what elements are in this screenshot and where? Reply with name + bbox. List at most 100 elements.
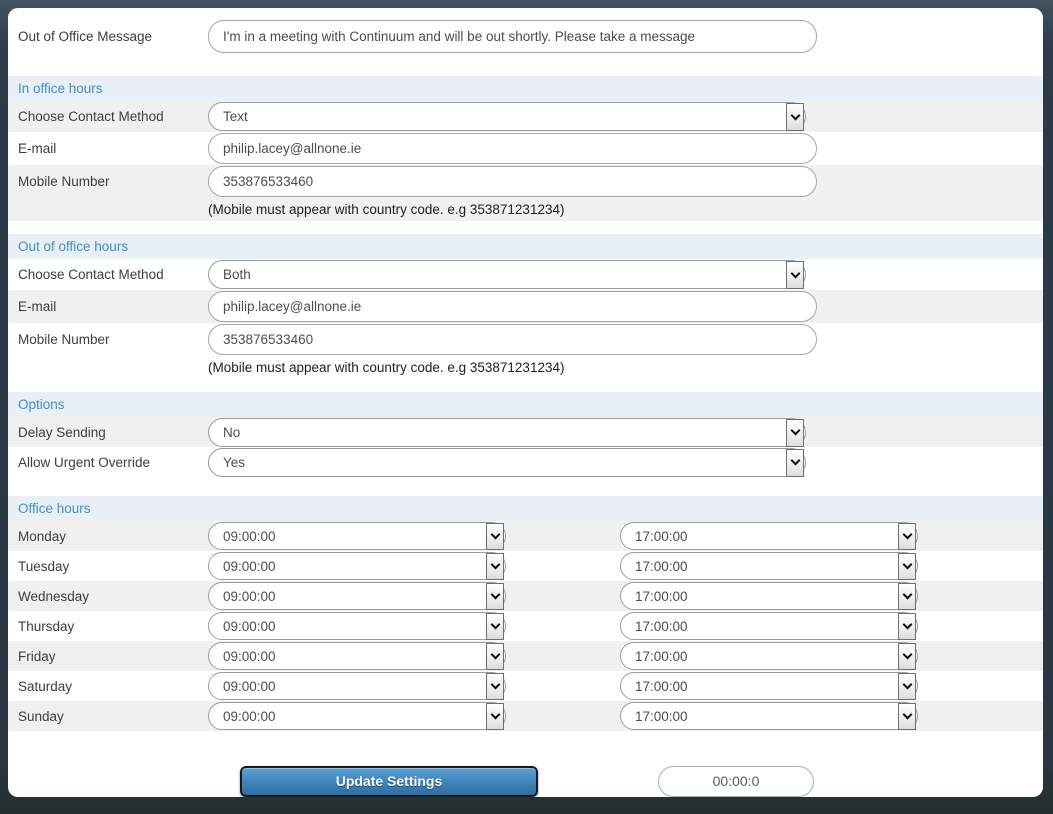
allow-urgent-override-row: Allow Urgent Override Yes xyxy=(8,447,1043,477)
select-value: 17:00:00 xyxy=(635,678,688,694)
section-header-out-of-office-hours: Out of office hours xyxy=(8,234,1043,259)
friday-start-select[interactable]: 09:00:00 xyxy=(208,642,506,670)
in-office-email-input[interactable]: philip.lacey@allnone.ie xyxy=(208,133,817,164)
tuesday-start-select[interactable]: 09:00:00 xyxy=(208,552,506,580)
chevron-down-icon[interactable] xyxy=(786,261,804,289)
chevron-down-icon[interactable] xyxy=(486,523,504,550)
section-title: Options xyxy=(18,397,65,412)
out-office-mobile-input[interactable]: 353876533460 xyxy=(208,324,817,355)
timer-field[interactable]: 00:00:0 xyxy=(658,765,814,797)
monday-start-select[interactable]: 09:00:00 xyxy=(208,522,506,550)
mobile-label: Mobile Number xyxy=(18,332,110,347)
select-value: 17:00:00 xyxy=(635,618,688,634)
settings-panel: Out of Office Message I'm in a meeting w… xyxy=(8,8,1043,797)
out-office-mobile-group: Mobile Number 353876533460 (Mobile must … xyxy=(8,323,1043,379)
sunday-start-select[interactable]: 09:00:00 xyxy=(208,702,506,730)
select-value: 17:00:00 xyxy=(635,648,688,664)
mobile-country-code-note: (Mobile must appear with country code. e… xyxy=(208,202,565,217)
wednesday-end-select[interactable]: 17:00:00 xyxy=(620,582,918,610)
out-of-office-message-label: Out of Office Message xyxy=(18,28,153,44)
day-label: Monday xyxy=(18,528,67,544)
out-office-email-row: E-mail philip.lacey@allnone.ie xyxy=(8,290,1043,323)
chevron-down-icon[interactable] xyxy=(486,553,504,580)
in-office-mobile-note-row: (Mobile must appear with country code. e… xyxy=(8,198,1043,221)
chevron-down-icon[interactable] xyxy=(898,583,916,610)
allow-urgent-override-select[interactable]: Yes xyxy=(208,447,806,477)
chevron-down-icon[interactable] xyxy=(898,613,916,640)
chevron-down-icon[interactable] xyxy=(898,673,916,700)
chevron-down-icon[interactable] xyxy=(786,418,804,447)
chevron-down-icon[interactable] xyxy=(898,553,916,580)
email-label: E-mail xyxy=(18,299,57,314)
mobile-label: Mobile Number xyxy=(18,174,110,189)
office-hours-sunday-row: Sunday 09:00:00 17:00:00 xyxy=(8,701,1043,731)
select-value: 17:00:00 xyxy=(635,528,688,544)
chevron-down-icon[interactable] xyxy=(486,583,504,610)
sunday-end-select[interactable]: 17:00:00 xyxy=(620,702,918,730)
saturday-end-select[interactable]: 17:00:00 xyxy=(620,672,918,700)
chevron-down-icon[interactable] xyxy=(786,103,804,131)
section-header-options: Options xyxy=(8,392,1043,417)
out-of-office-message-value: I'm in a meeting with Continuum and will… xyxy=(223,28,696,44)
section-header-in-office-hours: In office hours xyxy=(8,76,1043,101)
thursday-start-select[interactable]: 09:00:00 xyxy=(208,612,506,640)
office-hours-wednesday-row: Wednesday 09:00:00 17:00:00 xyxy=(8,581,1043,611)
select-value: 09:00:00 xyxy=(223,588,276,604)
saturday-start-select[interactable]: 09:00:00 xyxy=(208,672,506,700)
select-value: 09:00:00 xyxy=(223,678,276,694)
allow-urgent-override-label: Allow Urgent Override xyxy=(18,454,151,470)
out-office-contact-method-select[interactable]: Both xyxy=(208,260,806,289)
section-title: Out of office hours xyxy=(18,239,129,254)
section-title: In office hours xyxy=(18,81,103,96)
chevron-down-icon[interactable] xyxy=(486,613,504,640)
select-value: 09:00:00 xyxy=(223,528,276,544)
day-label: Thursday xyxy=(18,618,75,634)
select-value: 17:00:00 xyxy=(635,588,688,604)
select-value: Both xyxy=(223,267,251,282)
select-value: Text xyxy=(223,109,248,124)
chevron-down-icon[interactable] xyxy=(486,673,504,700)
chevron-down-icon[interactable] xyxy=(486,643,504,670)
mobile-country-code-note: (Mobile must appear with country code. e… xyxy=(208,360,565,375)
out-office-mobile-row: Mobile Number 353876533460 xyxy=(8,323,1043,356)
day-label: Saturday xyxy=(18,678,73,694)
day-label: Wednesday xyxy=(18,588,90,604)
spacer xyxy=(8,221,1043,234)
office-hours-thursday-row: Thursday 09:00:00 17:00:00 xyxy=(8,611,1043,641)
out-of-office-message-input[interactable]: I'm in a meeting with Continuum and will… xyxy=(208,19,817,53)
select-value: No xyxy=(223,424,241,440)
out-of-office-message-row: Out of Office Message I'm in a meeting w… xyxy=(8,14,1043,58)
wednesday-start-select[interactable]: 09:00:00 xyxy=(208,582,506,610)
contact-method-label: Choose Contact Method xyxy=(18,267,164,282)
spacer xyxy=(8,58,1043,76)
chevron-down-icon[interactable] xyxy=(898,523,916,550)
delay-sending-row: Delay Sending No xyxy=(8,417,1043,447)
chevron-down-icon[interactable] xyxy=(786,448,804,477)
thursday-end-select[interactable]: 17:00:00 xyxy=(620,612,918,640)
day-label: Sunday xyxy=(18,708,64,724)
office-hours-friday-row: Friday 09:00:00 17:00:00 xyxy=(8,641,1043,671)
out-office-contact-method-row: Choose Contact Method Both xyxy=(8,259,1043,290)
chevron-down-icon[interactable] xyxy=(486,703,504,730)
footer: Update Settings 00:00:0 xyxy=(8,765,1043,797)
email-value: philip.lacey@allnone.ie xyxy=(223,141,362,156)
in-office-mobile-input[interactable]: 353876533460 xyxy=(208,166,817,197)
email-value: philip.lacey@allnone.ie xyxy=(223,299,362,314)
office-hours-tuesday-row: Tuesday 09:00:00 17:00:00 xyxy=(8,551,1043,581)
office-hours-monday-row: Monday 09:00:00 17:00:00 xyxy=(8,521,1043,551)
in-office-email-row: E-mail philip.lacey@allnone.ie xyxy=(8,132,1043,165)
spacer xyxy=(8,731,1043,765)
in-office-contact-method-select[interactable]: Text xyxy=(208,102,806,131)
chevron-down-icon[interactable] xyxy=(898,643,916,670)
delay-sending-select[interactable]: No xyxy=(208,417,806,447)
day-label: Friday xyxy=(18,648,56,664)
update-settings-button[interactable]: Update Settings xyxy=(240,765,538,797)
tuesday-end-select[interactable]: 17:00:00 xyxy=(620,552,918,580)
email-label: E-mail xyxy=(18,141,57,156)
section-header-office-hours: Office hours xyxy=(8,496,1043,521)
select-value: 09:00:00 xyxy=(223,708,276,724)
friday-end-select[interactable]: 17:00:00 xyxy=(620,642,918,670)
chevron-down-icon[interactable] xyxy=(898,703,916,730)
out-office-email-input[interactable]: philip.lacey@allnone.ie xyxy=(208,291,817,322)
monday-end-select[interactable]: 17:00:00 xyxy=(620,522,918,550)
